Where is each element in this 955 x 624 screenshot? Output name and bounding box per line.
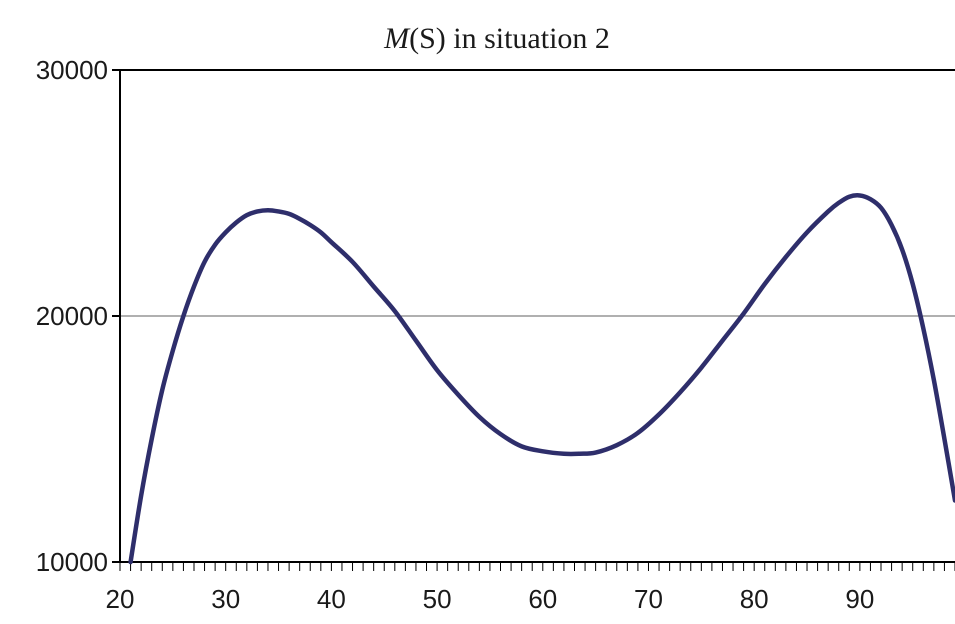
- chart-title-rest: (S) in situation 2: [409, 22, 610, 55]
- y-axis-labels: 10000 20000 30000: [36, 55, 108, 577]
- x-tick-label: 20: [106, 584, 135, 614]
- x-tick-label: 80: [740, 584, 769, 614]
- x-tick-label: 60: [528, 584, 557, 614]
- x-axis-ticks: [119, 562, 955, 571]
- chart-title-italic: M: [383, 22, 411, 55]
- chart-title: M(S) in situation 2: [383, 22, 610, 55]
- x-tick-label: 90: [845, 584, 874, 614]
- y-tick-label: 30000: [36, 55, 108, 85]
- y-tick-label: 10000: [36, 547, 108, 577]
- axes: [112, 69, 955, 563]
- y-tick-label: 20000: [36, 301, 108, 331]
- x-tick-label: 40: [317, 584, 346, 614]
- x-axis-labels: 20 30 40 50 60 70 80 90: [106, 584, 875, 614]
- x-tick-label: 30: [211, 584, 240, 614]
- x-tick-label: 70: [634, 584, 663, 614]
- series-layer: [128, 193, 955, 565]
- series-line-0: [128, 193, 955, 565]
- x-tick-label: 50: [423, 584, 452, 614]
